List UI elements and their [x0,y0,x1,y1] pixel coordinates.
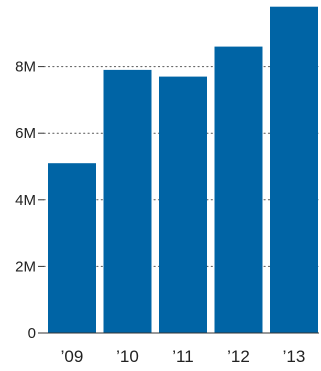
y-tick-label-8M: 8M [15,59,36,76]
bar-4 [270,6,318,333]
bar-3 [214,46,263,333]
y-tick-label-2M: 2M [15,258,36,275]
y-tick-label-0: 0 [28,325,36,342]
bar-1 [103,69,152,334]
x-tick-label-1: ’10 [116,347,139,366]
bar-layer [48,6,318,334]
bar-2 [159,76,207,333]
axis-layer [38,66,319,334]
bar-0 [48,163,96,333]
y-tick-label-4M: 4M [15,192,36,209]
x-tick-label-2: ’11 [172,347,193,366]
x-tick-labels: ’09 ’10 ’11 ’12 ’13 [61,347,306,366]
x-tick-label-4: ’13 [283,347,306,366]
x-tick-label-3: ’12 [227,347,250,366]
x-tick-label-0: ’09 [61,347,84,366]
y-tick-label-6M: 6M [15,125,36,142]
y-tick-labels: 0 2M 4M 6M 8M [15,59,36,342]
